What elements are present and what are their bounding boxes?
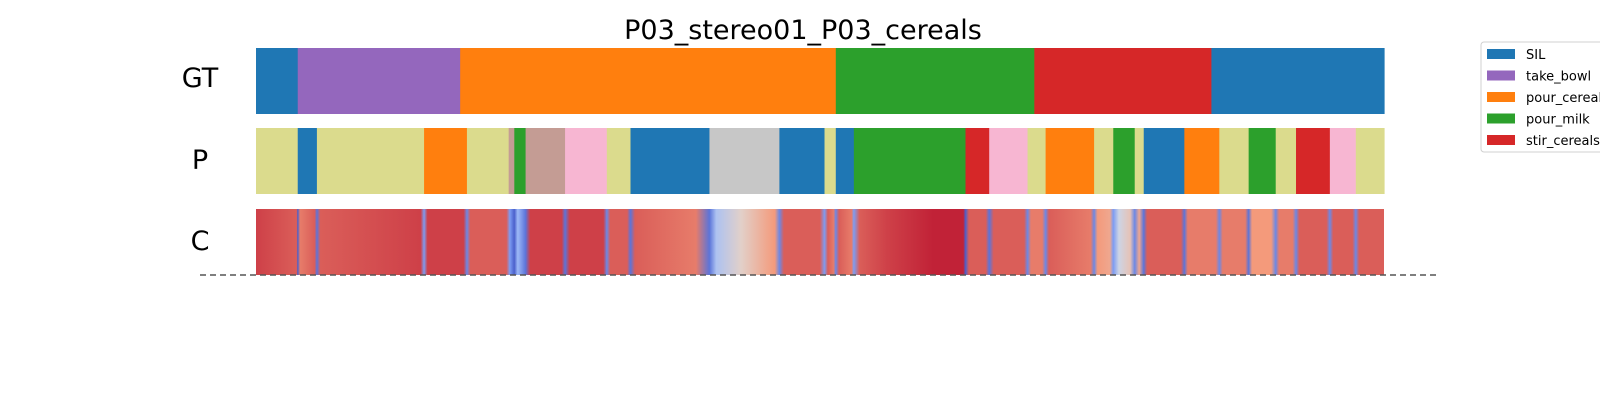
pred-segment-olive <box>316 128 425 194</box>
pred-segment-olive <box>256 128 299 194</box>
gt-segment-SIL <box>1211 48 1385 114</box>
pred-segment-olive <box>606 128 632 194</box>
pred-segment-stir-cereals <box>965 128 990 194</box>
row-label-c: C <box>191 226 210 257</box>
pred-segment-pour-milk <box>514 128 527 194</box>
pred-segment-pour-cereals <box>424 128 468 194</box>
row-label-p: P <box>192 145 208 176</box>
legend-swatch-stir-cereals <box>1487 135 1515 145</box>
pred-segment-pour-milk <box>1248 128 1277 194</box>
gt-segment-SIL <box>256 48 299 114</box>
gt-segment-take-bowl <box>297 48 461 114</box>
pred-segment-olive <box>1134 128 1145 194</box>
legend-swatch-pour-milk <box>1487 113 1515 124</box>
pred-segment-brown <box>508 128 515 194</box>
pred-segment-olive <box>1275 128 1297 194</box>
pred-segment-pour-milk <box>1113 128 1136 194</box>
legend-box <box>1480 41 1600 153</box>
prediction-segment-row <box>256 128 1385 194</box>
gt-segment-pour-cereals <box>460 48 837 114</box>
pred-segment-olive <box>824 128 837 194</box>
legend: SIL take_bowl pour_cereals pour_milk stir_ce… <box>1480 41 1600 153</box>
pred-segment-pour-milk <box>853 128 967 194</box>
pred-segment-pour-cereals <box>1184 128 1220 194</box>
gt-segment-pour-milk <box>835 48 1035 114</box>
legend-swatch-take-bowl <box>1487 70 1515 81</box>
pred-segment-SIL <box>835 128 855 194</box>
pred-segment-SIL <box>630 128 711 194</box>
pred-segment-olive <box>1094 128 1114 194</box>
pred-segment-olive <box>466 128 510 194</box>
legend-label-pour-milk: pour_milk <box>1526 113 1590 128</box>
legend-label-pour-cereals: pour_cereals <box>1526 91 1600 106</box>
pred-segment-pink <box>565 128 608 194</box>
legend-swatch-SIL <box>1487 49 1515 59</box>
pred-segment-brown <box>525 128 566 194</box>
legend-label-stir-cereals: stir_cereals <box>1526 134 1600 149</box>
confidence-strip <box>256 209 1384 275</box>
legend-swatch-pour-cereals <box>1487 92 1515 102</box>
pred-segment-stir-cereals <box>1296 128 1331 194</box>
gt-segment-stir-cereals <box>1034 48 1213 114</box>
chart-title: P03_stereo01_P03_cereals <box>624 15 982 46</box>
pred-segment-SIL <box>297 128 318 194</box>
pred-segment-SIL <box>779 128 826 194</box>
pred-segment-pour-cereals <box>1045 128 1095 194</box>
gt-segment-row <box>256 48 1385 114</box>
pred-segment-pink <box>989 128 1029 194</box>
row-label-gt: GT <box>182 63 219 94</box>
legend-label-SIL: SIL <box>1526 48 1546 63</box>
pred-segment-olive <box>1219 128 1250 194</box>
pred-segment-SIL <box>1143 128 1185 194</box>
legend-label-take-bowl: take_bowl <box>1526 70 1591 85</box>
pred-segment-olive <box>1355 128 1385 194</box>
pred-segment-gray <box>709 128 780 194</box>
pred-segment-olive <box>1027 128 1047 194</box>
pred-segment-pink <box>1329 128 1357 194</box>
